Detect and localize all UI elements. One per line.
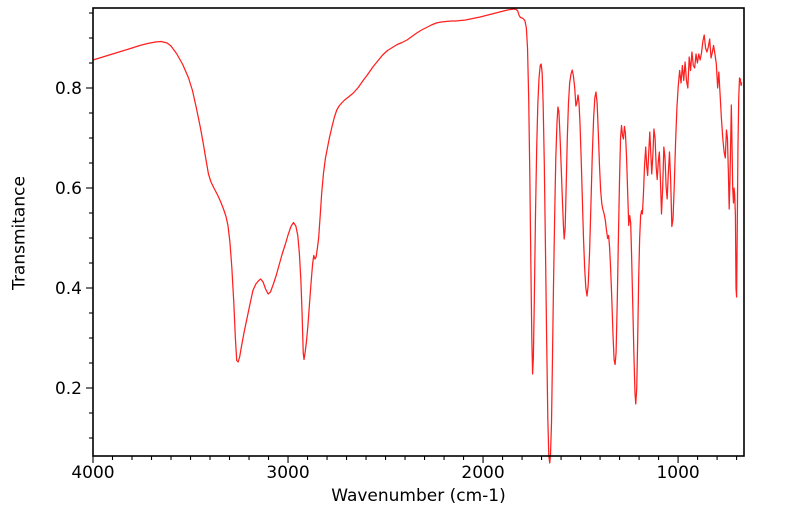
spectrum-curve <box>92 8 743 464</box>
x-tick-label: 3000 <box>266 463 309 483</box>
plot-border <box>92 7 745 457</box>
y-tick-label: 0.2 <box>55 379 82 399</box>
y-tick-label: 0.6 <box>55 179 82 199</box>
y-axis-label: Transmitance <box>9 176 30 290</box>
y-tick-label: 0.4 <box>55 279 82 299</box>
x-axis-label: Wavenumber (cm-1) <box>331 486 506 506</box>
x-tick-label: 4000 <box>71 463 114 483</box>
y-tick-label: 0.8 <box>55 79 82 99</box>
x-tick-label: 1000 <box>656 463 699 483</box>
x-tick-label: 2000 <box>461 463 504 483</box>
